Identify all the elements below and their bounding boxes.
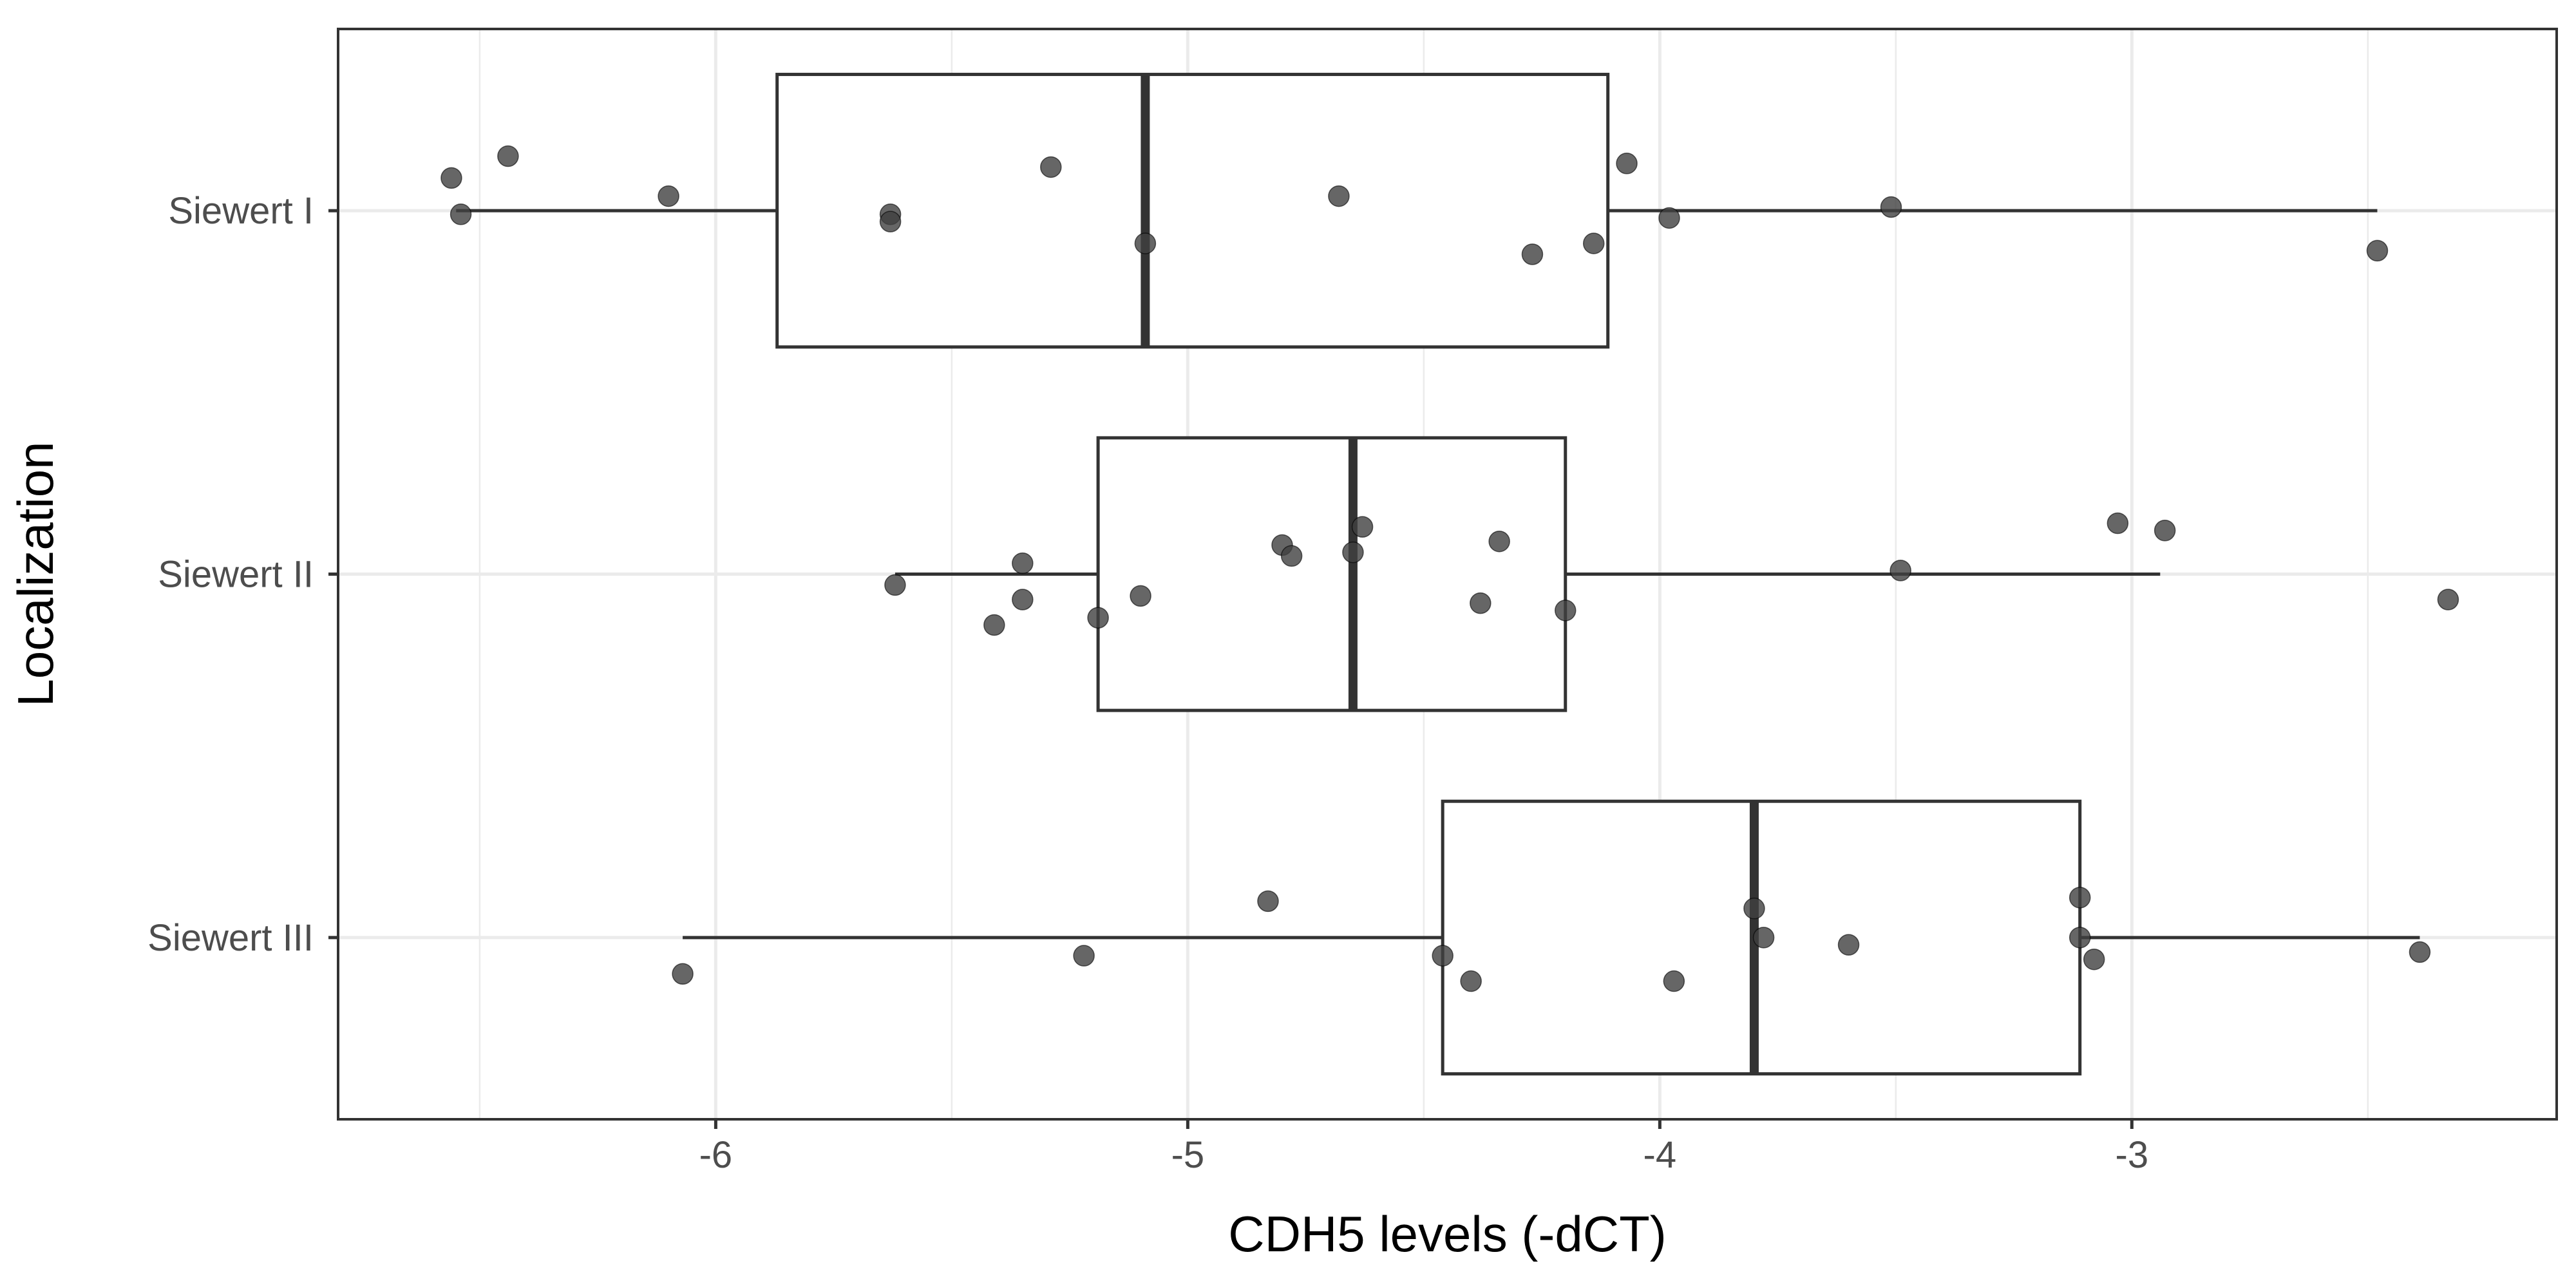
- data-point: [1130, 585, 1151, 607]
- data-point: [1752, 927, 1775, 949]
- boxes: [456, 73, 2420, 1075]
- x-tick-label: -5: [1171, 1134, 1205, 1176]
- x-tick-label: -6: [699, 1134, 733, 1176]
- data-point: [1328, 185, 1350, 207]
- data-point: [1040, 156, 1062, 178]
- y-tick-label: Siewert III: [147, 917, 314, 959]
- data-point: [983, 614, 1005, 636]
- data-point: [2366, 240, 2389, 261]
- data-point: [1257, 890, 1279, 913]
- data-point: [1280, 545, 1303, 567]
- x-tick-label: -4: [1643, 1134, 1677, 1176]
- data-point: [879, 211, 902, 232]
- data-point: [2154, 520, 2176, 542]
- data-point: [672, 963, 694, 985]
- x-tick-label: -3: [2116, 1134, 2149, 1176]
- data-point: [1658, 207, 1680, 229]
- data-point: [450, 204, 472, 225]
- data-point: [884, 574, 906, 596]
- data-points: [440, 145, 2459, 992]
- y-tick-label: Siewert II: [158, 554, 314, 596]
- data-point: [497, 145, 519, 167]
- data-point: [2083, 948, 2105, 971]
- axes: -6 -5 -4 -3 Siewert I Siewert II Siewert III: [147, 190, 2148, 1176]
- data-point: [1743, 897, 1765, 920]
- data-point: [1889, 560, 1911, 582]
- data-point: [1488, 530, 1510, 553]
- data-point: [1616, 153, 1638, 175]
- data-point: [1134, 232, 1157, 254]
- data-point: [1351, 516, 1374, 538]
- data-point: [2437, 589, 2459, 611]
- data-point: [1880, 196, 1902, 218]
- y-tick-label: Siewert I: [168, 190, 314, 232]
- data-point: [1470, 592, 1492, 614]
- box: [775, 73, 1610, 349]
- data-point: [1073, 945, 1095, 967]
- data-point: [2409, 941, 2431, 963]
- data-point: [2069, 927, 2091, 949]
- data-point: [1460, 970, 1482, 992]
- data-point: [1582, 232, 1605, 254]
- data-point: [2069, 887, 2091, 909]
- data-point: [440, 167, 462, 189]
- x-axis-title: CDH5 levels (-dCT): [1228, 1206, 1666, 1262]
- data-point: [2107, 512, 2129, 535]
- data-point: [1342, 541, 1364, 564]
- y-axis-title: Localization: [7, 442, 64, 707]
- data-point: [1663, 970, 1685, 992]
- data-point: [1837, 934, 1860, 956]
- box: [1096, 436, 1567, 712]
- data-point: [1521, 243, 1544, 265]
- data-point: [1012, 552, 1034, 574]
- data-point: [1554, 600, 1577, 621]
- data-point: [1087, 607, 1109, 629]
- data-point: [1432, 945, 1454, 967]
- data-point: [1012, 589, 1034, 611]
- data-point: [658, 185, 679, 207]
